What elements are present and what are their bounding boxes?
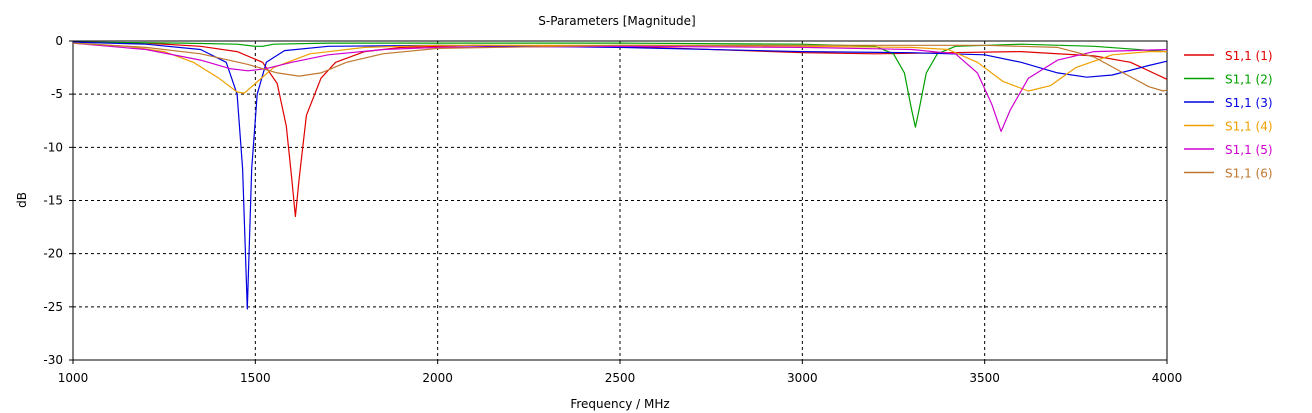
y-tick-label: -30 — [43, 353, 63, 367]
legend-label: S1,1 (2) — [1225, 73, 1273, 87]
series-line-1 — [72, 41, 1168, 218]
y-tick-label: -5 — [51, 87, 63, 101]
legend-item-4[interactable]: S1,1 (4) — [1184, 120, 1273, 134]
x-axis-ticks: 1000 1500 2000 2500 3000 3500 4000 — [58, 360, 1183, 385]
y-tick-label: -25 — [43, 300, 63, 314]
legend-item-6[interactable]: S1,1 (6) — [1184, 167, 1273, 181]
legend-label: S1,1 (4) — [1225, 120, 1273, 134]
x-tick-label: 2000 — [422, 371, 453, 385]
x-tick-label: 2500 — [605, 371, 636, 385]
chart-title: S-Parameters [Magnitude] — [538, 14, 695, 28]
legend-item-1[interactable]: S1,1 (1) — [1184, 49, 1273, 63]
x-axis-label: Frequency / MHz — [570, 397, 669, 411]
series-line-5 — [72, 42, 1168, 132]
y-axis-label: dB — [15, 192, 29, 208]
x-tick-label: 1500 — [240, 371, 271, 385]
legend-label: S1,1 (3) — [1225, 96, 1273, 110]
y-axis-ticks: 0 -5 -10 -15 -20 -25 -30 — [43, 34, 73, 367]
series-line-6 — [72, 42, 1168, 92]
y-tick-label: -15 — [43, 194, 63, 208]
y-tick-label: -20 — [43, 247, 63, 261]
legend-label: S1,1 (5) — [1225, 143, 1273, 157]
legend-item-3[interactable]: S1,1 (3) — [1184, 96, 1273, 110]
y-tick-label: -10 — [43, 140, 63, 154]
legend-item-2[interactable]: S1,1 (2) — [1184, 73, 1273, 87]
x-tick-label: 4000 — [1152, 371, 1183, 385]
legend-label: S1,1 (1) — [1225, 49, 1273, 63]
grid — [73, 41, 1167, 360]
x-tick-label: 1000 — [58, 371, 89, 385]
legend[interactable]: S1,1 (1) S1,1 (2) S1,1 (3) S1,1 (4) S1,1 (5)… — [1184, 49, 1273, 181]
y-tick-label: 0 — [55, 34, 63, 48]
x-tick-label: 3500 — [969, 371, 1000, 385]
series-lines — [72, 41, 1168, 310]
series-line-2 — [72, 41, 1168, 128]
series-line-4 — [72, 42, 1167, 94]
x-tick-label: 3000 — [787, 371, 818, 385]
legend-label: S1,1 (6) — [1225, 167, 1273, 181]
legend-item-5[interactable]: S1,1 (5) — [1184, 143, 1273, 157]
